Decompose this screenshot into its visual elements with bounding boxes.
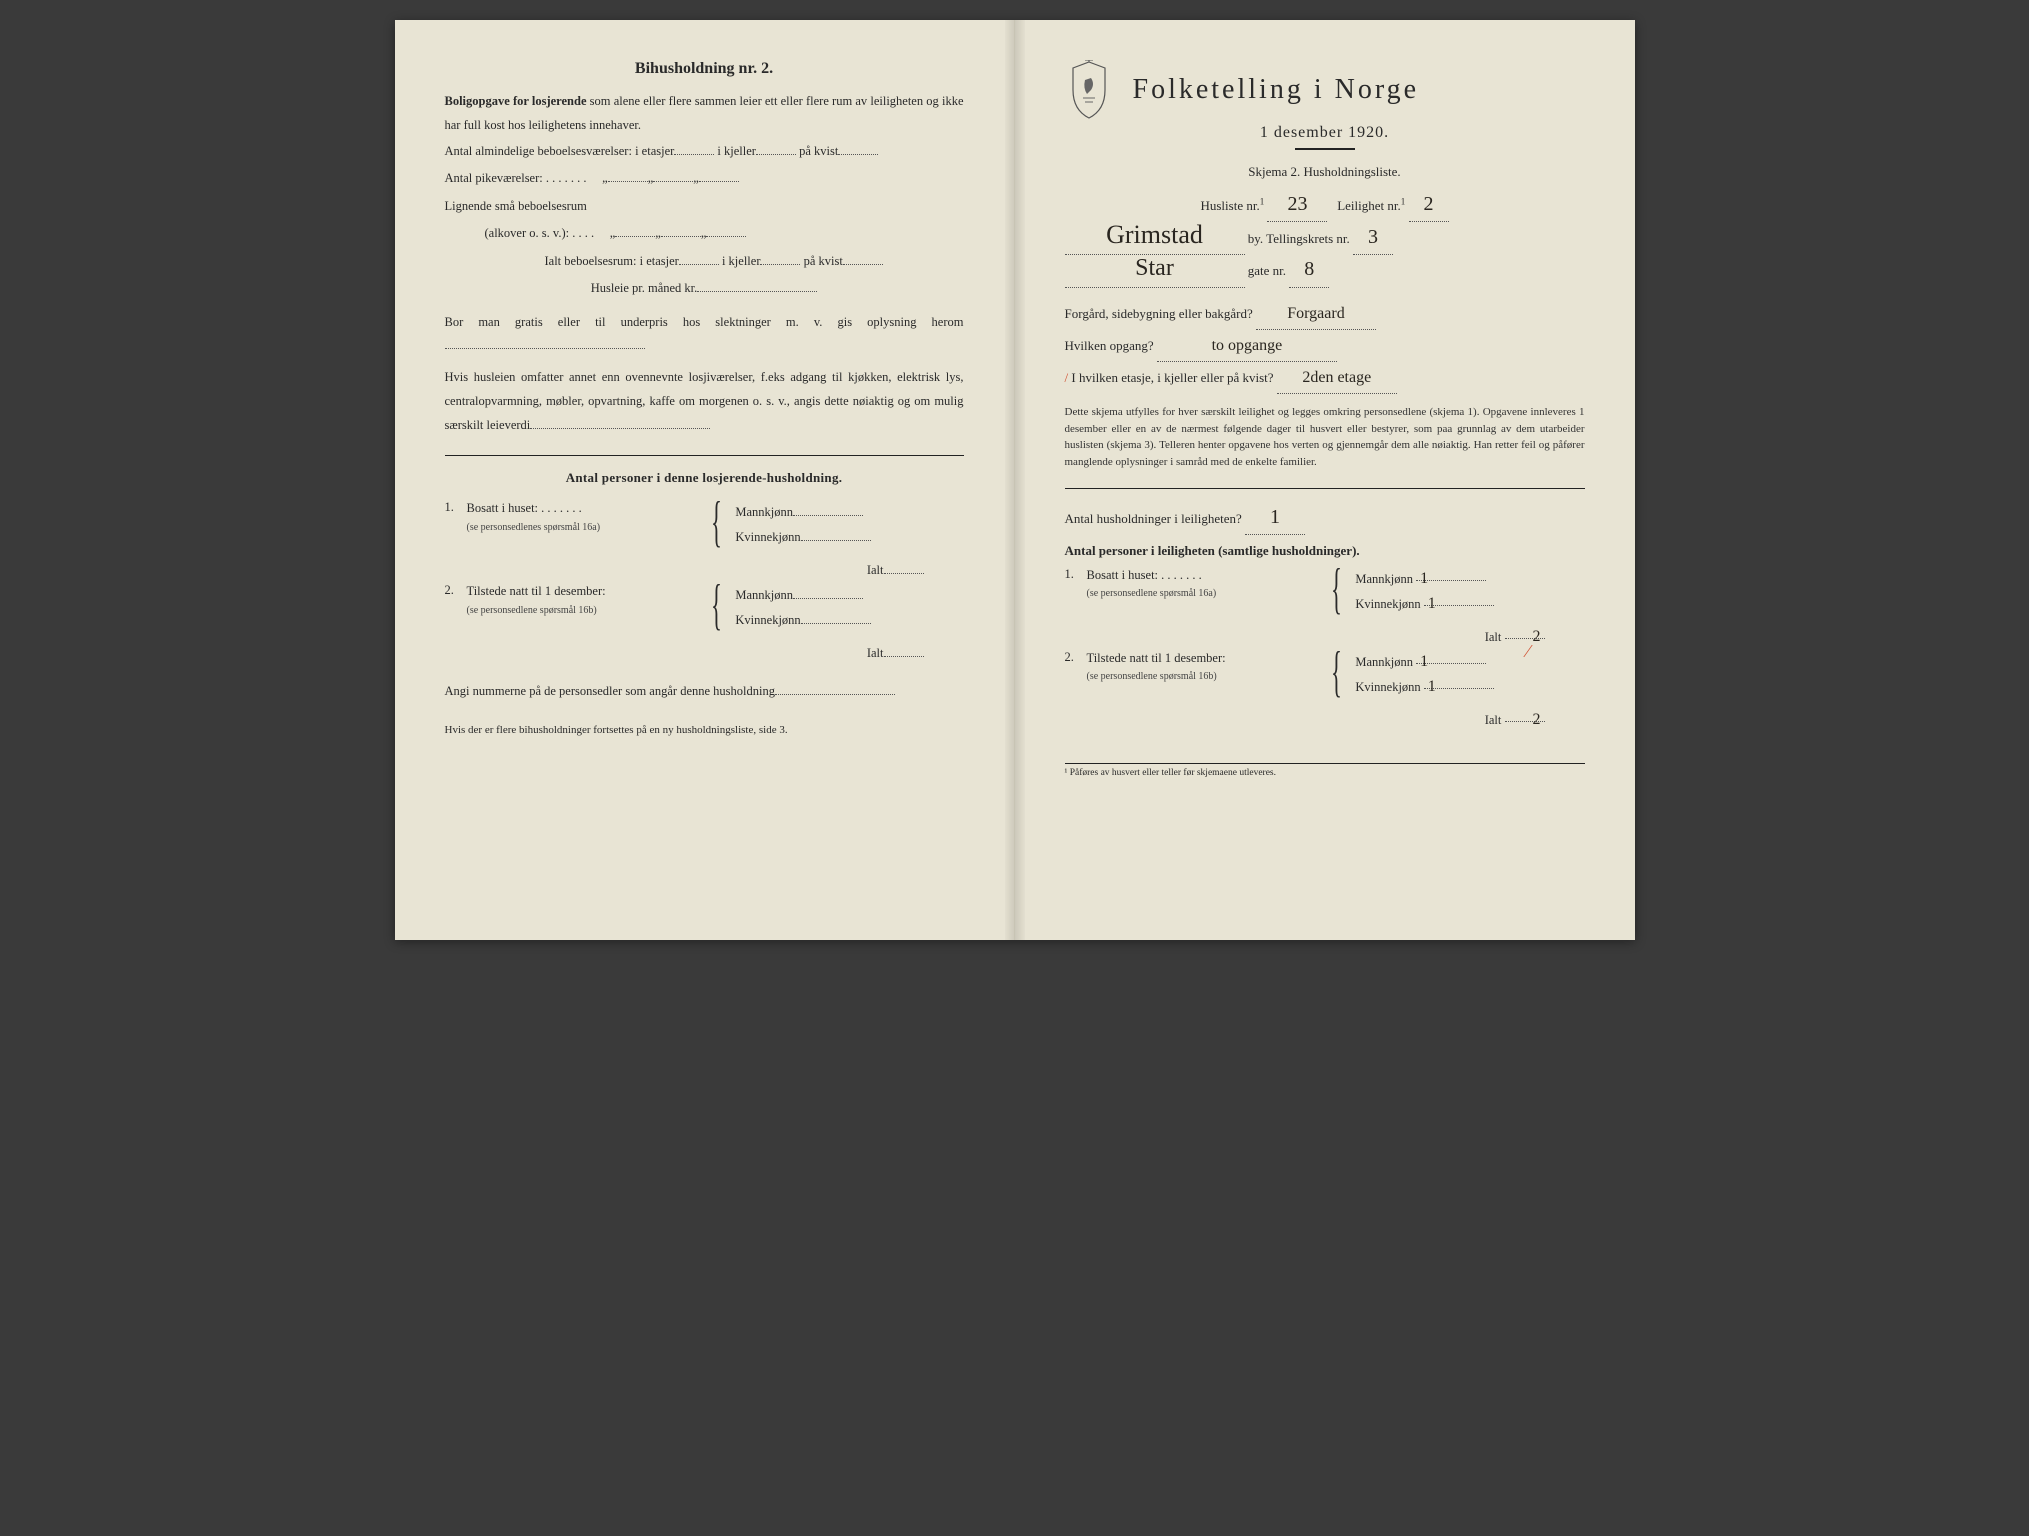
- persons-heading: Antal personer i leiligheten (samtlige h…: [1065, 535, 1585, 566]
- q2-answer: to opgange: [1208, 338, 1287, 354]
- count-row-2-left: 2. Tilstede natt til 1 desember: (se per…: [445, 583, 964, 633]
- husliste-line: Husliste nr.1 23 Leilighet nr.1 2: [1065, 190, 1585, 222]
- v2-k: 1: [1424, 679, 1440, 695]
- brace-icon: {: [1331, 650, 1342, 700]
- line-pike: Antal pikeværelser: . . . . . . . „„„: [445, 165, 964, 193]
- line-ialt-rooms: Ialt beboelsesrum: i etasjer i kjeller p…: [545, 248, 964, 276]
- para-underpris: Bor man gratis eller til underpris hos s…: [445, 311, 964, 359]
- v1-i: 2: [1529, 629, 1545, 645]
- para-husleie-detail: Hvis husleien omfatter annet enn ovennev…: [445, 366, 964, 437]
- v2-i: 2: [1529, 712, 1545, 728]
- by-line: Grimstad by. Tellingskrets nr. 3: [1065, 222, 1585, 255]
- count-row-2-right: 2. Tilstede natt til 1 desember: (se per…: [1065, 650, 1585, 700]
- count-heading-left: Antal personer i denne losjerende-hushol…: [445, 470, 964, 486]
- gatenr-value: 8: [1300, 259, 1318, 279]
- left-rule: [445, 455, 964, 456]
- line-rooms-1: Antal almindelige beboelsesværelser: i e…: [445, 138, 964, 166]
- krets-value: 3: [1364, 227, 1382, 247]
- households-line: Antal husholdninger i leiligheten? 1: [1065, 503, 1585, 535]
- intro-paragraph: Boligopgave for losjerende som alene ell…: [445, 90, 964, 138]
- leilighet-value: 2: [1420, 194, 1438, 214]
- title-rule: [1295, 148, 1355, 150]
- intro-bold: Boligopgave for losjerende: [445, 94, 587, 108]
- q1-line: Forgård, sidebygning eller bakgård? Forg…: [1065, 298, 1585, 330]
- q3-answer: 2den etage: [1298, 370, 1375, 386]
- ialt-2-right: Ialt 2: [1065, 708, 1585, 733]
- main-title: Folketelling i Norge: [1133, 74, 1585, 106]
- left-footnote: Hvis der er flere bihusholdninger fortse…: [445, 724, 964, 736]
- line-alkover-a: Lignende små beboelsesrum: [445, 193, 964, 221]
- form-id: Skjema 2. Husholdningsliste.: [1065, 164, 1585, 180]
- subtitle: 1 desember 1920.: [1065, 124, 1585, 142]
- q2-line: Hvilken opgang? to opgange: [1065, 330, 1585, 362]
- households-value: 1: [1266, 507, 1284, 527]
- instructions: Dette skjema utfylles for hver særskilt …: [1065, 404, 1585, 470]
- title-row: Folketelling i Norge: [1065, 60, 1585, 120]
- left-title: Bihusholdning nr. 2.: [445, 60, 964, 78]
- by-value: Grimstad: [1102, 222, 1207, 248]
- q3-line: / I hvilken etasje, i kjeller eller på k…: [1065, 362, 1585, 394]
- line-alkover-b: (alkover o. s. v.): . . . . „„„: [485, 220, 964, 248]
- left-page: Bihusholdning nr. 2. Boligopgave for los…: [395, 20, 1015, 940]
- q1-answer: Forgaard: [1283, 306, 1348, 322]
- red-mark: /: [1065, 370, 1069, 385]
- angi-line: Angi nummerne på de personsedler som ang…: [445, 680, 964, 704]
- v1-m: 1: [1416, 571, 1432, 587]
- gate-value: Star: [1131, 256, 1178, 280]
- v1-k: 1: [1424, 596, 1440, 612]
- count-row-1-right: 1. Bosatt i huset: . . . . . . . (se per…: [1065, 567, 1585, 617]
- coat-of-arms-icon: [1065, 60, 1113, 120]
- right-page: Folketelling i Norge 1 desember 1920. Sk…: [1015, 20, 1635, 940]
- line-husleie: Husleie pr. måned kr.: [445, 275, 964, 303]
- gate-line: Star gate nr. 8: [1065, 255, 1585, 287]
- ialt-1-right: Ialt 2⁄: [1065, 625, 1585, 650]
- count-row-1-left: 1. Bosatt i huset: . . . . . . . (se per…: [445, 500, 964, 550]
- ialt-1-left: Ialt: [445, 558, 964, 583]
- right-rule: [1065, 488, 1585, 489]
- brace-icon: {: [711, 583, 722, 633]
- right-footnote: ¹ Påføres av husvert eller teller før sk…: [1065, 763, 1585, 778]
- v2-m: 1: [1416, 654, 1432, 670]
- document-sheet: Bihusholdning nr. 2. Boligopgave for los…: [395, 20, 1635, 940]
- ialt-2-left: Ialt: [445, 641, 964, 666]
- husliste-value: 23: [1283, 194, 1311, 214]
- brace-icon: {: [1331, 567, 1342, 617]
- brace-icon: {: [711, 500, 722, 550]
